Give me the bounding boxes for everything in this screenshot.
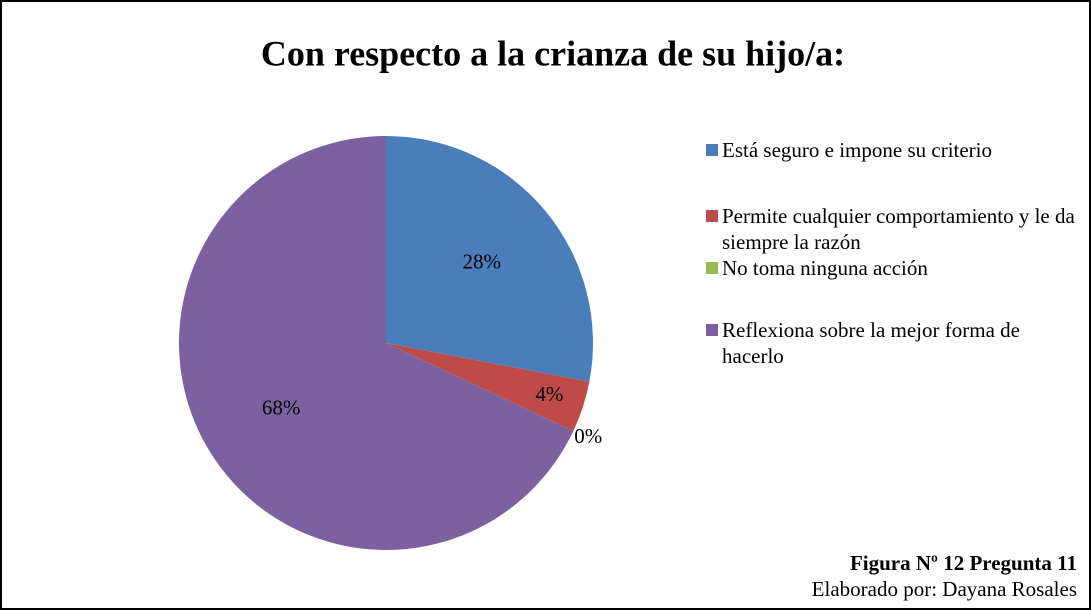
pie-slice xyxy=(386,136,593,382)
data-label: 68% xyxy=(262,395,301,419)
pie-slice xyxy=(178,136,574,550)
legend-swatch xyxy=(706,144,718,156)
figure-label: Figura Nº 12 Pregunta 11 xyxy=(849,551,1077,575)
legend-label: Reflexiona sobre la mejor forma de hacer… xyxy=(722,318,1020,368)
data-label: 0% xyxy=(574,424,602,448)
legend-swatch xyxy=(706,324,718,336)
legend-item: No toma ninguna acción xyxy=(706,255,1081,281)
legend: Está seguro e impone su criterio Permite … xyxy=(706,137,1081,369)
legend-label: No toma ninguna acción xyxy=(722,256,928,280)
data-label: 28% xyxy=(462,250,501,274)
legend-item: Permite cualquier comportamiento y le da… xyxy=(706,203,1081,255)
legend-swatch xyxy=(706,210,718,222)
data-label: 4% xyxy=(535,382,563,406)
legend-item: Está seguro e impone su criterio xyxy=(706,137,1081,163)
legend-swatch xyxy=(706,262,718,274)
pie-slice xyxy=(386,343,590,432)
credit: Elaborado por: Dayana Rosales xyxy=(811,577,1077,601)
legend-item: Reflexiona sobre la mejor forma de hacer… xyxy=(706,317,1081,369)
chart-title: Con respecto a la crianza de su hijo/a: xyxy=(261,33,845,73)
footer: Figura Nº 12 Pregunta 11 Elaborado por: … xyxy=(812,550,1077,602)
legend-label: Está seguro e impone su criterio xyxy=(722,138,993,162)
legend-label: Permite cualquier comportamiento y le da… xyxy=(722,204,1075,254)
